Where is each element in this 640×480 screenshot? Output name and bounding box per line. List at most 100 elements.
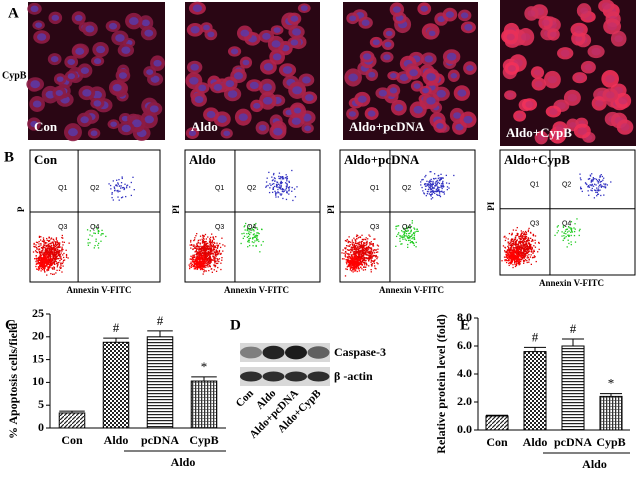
event-dot — [431, 193, 433, 195]
event-dot — [46, 269, 48, 271]
event-dot — [208, 251, 211, 254]
event-dot — [206, 265, 208, 267]
event-dot — [208, 269, 210, 272]
event-dot — [359, 251, 361, 253]
nucleus — [263, 63, 274, 71]
event-dot — [278, 177, 280, 180]
event-dot — [56, 244, 58, 246]
event-dot — [100, 234, 102, 236]
event-dot — [513, 249, 516, 251]
event-dot — [415, 246, 417, 248]
event-dot — [203, 260, 206, 262]
event-dot — [520, 244, 522, 246]
event-dot — [351, 256, 354, 258]
event-dot — [39, 256, 41, 258]
event-dot — [525, 240, 528, 242]
event-dot — [206, 245, 208, 248]
nucleus — [550, 31, 557, 38]
event-dot — [365, 247, 368, 250]
event-dot — [40, 263, 42, 265]
event-dot — [43, 264, 45, 266]
event-dot — [37, 260, 39, 262]
event-dot — [205, 270, 207, 272]
event-dot — [202, 258, 204, 260]
event-dot — [218, 260, 220, 263]
event-dot — [196, 258, 198, 260]
event-dot — [516, 259, 518, 262]
event-dot — [196, 260, 199, 262]
event-dot — [508, 262, 510, 264]
nucleus — [213, 83, 223, 91]
event-dot — [534, 246, 537, 248]
event-dot — [401, 236, 404, 239]
event-dot — [354, 265, 356, 268]
event-dot — [51, 247, 54, 250]
event-dot — [111, 191, 113, 194]
event-dot — [53, 255, 56, 257]
event-dot — [202, 246, 204, 248]
event-dot — [49, 258, 52, 261]
event-dot — [285, 174, 287, 176]
y-tick-label: 2.0 — [457, 394, 472, 408]
event-dot — [202, 236, 204, 238]
event-dot — [365, 237, 367, 239]
nucleus — [67, 58, 75, 66]
event-dot — [204, 258, 206, 260]
event-dot — [256, 232, 258, 234]
panel-label: C — [5, 317, 16, 333]
event-dot — [368, 265, 370, 267]
event-dot — [203, 247, 205, 250]
event-dot — [101, 233, 103, 235]
event-dot — [368, 258, 370, 261]
nucleus — [426, 73, 436, 81]
event-dot — [195, 245, 198, 248]
event-dot — [515, 242, 517, 244]
event-dot — [197, 258, 200, 260]
event-dot — [580, 187, 583, 190]
event-dot — [192, 258, 194, 260]
event-dot — [441, 182, 444, 184]
quadrant-label: Q2 — [402, 185, 411, 192]
event-dot — [364, 262, 366, 264]
event-dot — [276, 186, 278, 188]
event-dot — [353, 256, 356, 259]
event-dot — [531, 257, 534, 259]
event-dot — [529, 246, 532, 249]
event-dot — [50, 247, 52, 250]
event-dot — [428, 181, 430, 183]
event-dot — [41, 263, 44, 266]
event-dot — [521, 240, 524, 242]
event-dot — [192, 256, 194, 258]
event-dot — [32, 251, 35, 253]
event-dot — [595, 184, 597, 186]
event-dot — [421, 179, 423, 181]
event-dot — [208, 256, 211, 258]
nucleus — [225, 80, 235, 88]
event-dot — [510, 247, 512, 249]
event-dot — [124, 183, 126, 185]
event-dot — [373, 262, 375, 265]
event-dot — [432, 190, 434, 192]
event-dot — [363, 247, 366, 249]
event-dot — [48, 250, 50, 252]
event-dot — [432, 183, 434, 185]
event-dot — [512, 249, 515, 251]
event-dot — [405, 227, 408, 229]
event-dot — [377, 245, 380, 247]
event-dot — [514, 260, 516, 262]
event-dot — [202, 247, 204, 249]
event-dot — [40, 259, 42, 261]
event-dot — [357, 258, 359, 261]
event-dot — [56, 255, 59, 257]
event-dot — [369, 255, 372, 258]
event-dot — [347, 240, 349, 242]
nucleus — [591, 47, 601, 56]
nucleus — [194, 95, 204, 104]
event-dot — [203, 242, 205, 244]
event-dot — [518, 258, 520, 260]
significance-marker: # — [570, 321, 577, 336]
event-dot — [507, 252, 509, 255]
event-dot — [355, 267, 358, 269]
event-dot — [523, 241, 525, 243]
